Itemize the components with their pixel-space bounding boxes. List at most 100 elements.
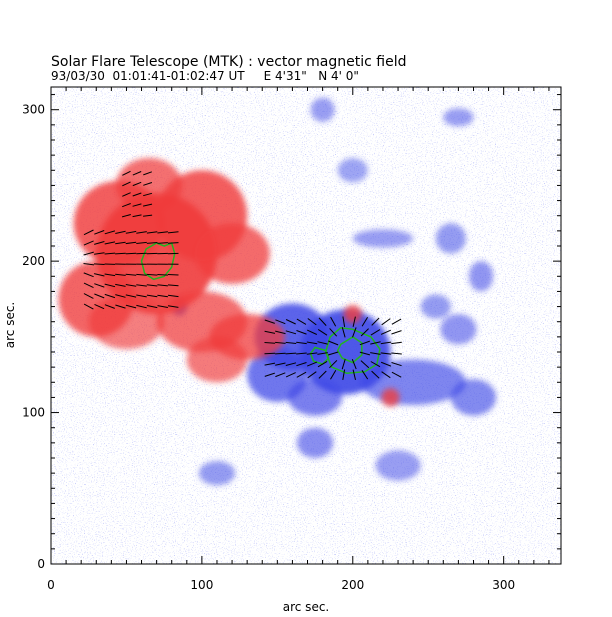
field-vector-23 — [104, 230, 116, 235]
field-vector-137 — [361, 370, 369, 380]
field-vector-12 — [93, 263, 105, 265]
field-vector-75 — [122, 181, 131, 187]
field-vector-0 — [83, 303, 94, 310]
field-vector-80 — [132, 181, 142, 187]
contour-negative-2 — [324, 327, 381, 374]
negative-region-9 — [420, 294, 451, 319]
field-vector-96 — [275, 341, 286, 344]
field-vector-131 — [341, 327, 346, 338]
field-vector-67 — [167, 274, 179, 276]
field-vector-127 — [329, 328, 338, 337]
field-vector-115 — [306, 329, 318, 335]
negative-region-16 — [198, 461, 236, 486]
field-vector-42 — [136, 284, 147, 287]
field-vector-123 — [330, 369, 337, 380]
field-vector-48 — [146, 305, 158, 309]
field-vector-43 — [136, 273, 147, 276]
field-vector-132 — [342, 316, 346, 327]
field-vector-90 — [264, 342, 276, 344]
field-vector-15 — [94, 230, 105, 235]
positive-region-8 — [115, 158, 183, 213]
field-vector-114 — [306, 341, 318, 345]
field-vector-30 — [115, 241, 126, 245]
field-vector-104 — [285, 319, 296, 325]
field-vector-154 — [381, 318, 391, 326]
field-vector-152 — [380, 341, 392, 345]
field-vector-74 — [122, 192, 131, 197]
field-vector-117 — [318, 370, 327, 379]
field-vector-24 — [115, 304, 126, 309]
field-vector-89 — [264, 352, 276, 355]
field-vector-134 — [351, 359, 357, 370]
field-vector-160 — [391, 318, 402, 325]
field-vector-65 — [167, 294, 179, 298]
field-vector-110 — [296, 318, 307, 325]
field-vector-83 — [142, 203, 153, 207]
negative-region-5 — [450, 379, 497, 416]
field-vector-2 — [83, 282, 94, 289]
field-vector-136 — [352, 316, 356, 328]
field-vector-94 — [275, 362, 286, 366]
field-vector-4 — [83, 263, 95, 266]
field-vector-111 — [307, 371, 317, 379]
field-vector-1 — [83, 293, 94, 299]
field-vector-56 — [157, 305, 168, 308]
field-vector-8 — [94, 303, 105, 310]
field-vector-98 — [275, 319, 286, 325]
y-tick-label-100: 100 — [22, 406, 45, 420]
field-vector-78 — [132, 203, 142, 207]
negative-region-8 — [440, 314, 477, 345]
field-vector-153 — [380, 329, 391, 335]
field-vector-148 — [371, 317, 380, 326]
field-vector-157 — [391, 352, 402, 355]
positive-region-7 — [186, 336, 248, 383]
negative-region-17 — [337, 158, 368, 183]
x-tick-label-200: 200 — [341, 578, 364, 592]
field-vector-33 — [125, 294, 137, 298]
x-tick-label-0: 0 — [47, 578, 55, 592]
positive-region-11 — [381, 388, 400, 407]
field-vector-81 — [132, 171, 142, 176]
field-vector-155 — [391, 371, 402, 378]
field-vector-140 — [359, 340, 370, 346]
field-vector-70 — [167, 242, 179, 244]
field-vector-84 — [143, 192, 153, 197]
y-tick-label-300: 300 — [22, 103, 45, 117]
field-vector-124 — [329, 360, 338, 369]
field-vector-37 — [125, 252, 137, 255]
field-vector-22 — [104, 241, 116, 245]
field-vector-5 — [83, 251, 94, 256]
field-vector-93 — [275, 372, 286, 378]
field-vector-122 — [318, 317, 327, 326]
field-vector-147 — [370, 329, 381, 336]
field-vector-128 — [330, 316, 337, 327]
field-vector-76 — [122, 170, 131, 176]
field-vector-55 — [146, 231, 158, 234]
field-vector-125 — [327, 351, 339, 356]
field-vector-106 — [296, 362, 307, 367]
y-tick-label-200: 200 — [22, 254, 45, 268]
field-vector-107 — [296, 352, 307, 355]
field-vector-39 — [125, 230, 137, 234]
field-vector-97 — [275, 330, 286, 335]
field-vector-51 — [146, 273, 158, 276]
field-vector-54 — [146, 242, 158, 244]
field-vector-150 — [380, 361, 392, 367]
x-tick-label-100: 100 — [190, 578, 213, 592]
x-axis-label: arc sec. — [283, 600, 329, 614]
field-vector-142 — [361, 316, 369, 327]
field-vector-88 — [264, 362, 276, 366]
field-vector-130 — [341, 358, 346, 370]
field-vector-144 — [370, 361, 381, 368]
field-vector-145 — [370, 352, 381, 355]
negative-region-13 — [443, 108, 474, 127]
field-vector-29 — [115, 252, 126, 255]
field-vector-92 — [264, 319, 275, 324]
axes: 0 100 200 300 0 100 200 300 — [22, 87, 561, 592]
field-vector-21 — [104, 252, 116, 255]
field-vector-9 — [94, 293, 105, 299]
field-vector-27 — [115, 273, 126, 276]
field-vector-11 — [93, 273, 105, 277]
field-vector-45 — [136, 252, 147, 255]
field-vector-109 — [296, 330, 307, 335]
